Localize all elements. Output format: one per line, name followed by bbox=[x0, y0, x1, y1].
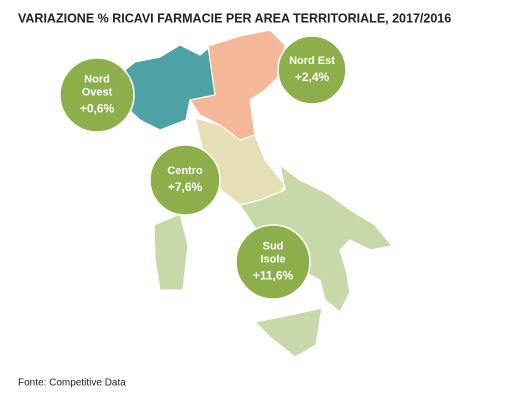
region-bubble bbox=[277, 35, 347, 105]
sicily bbox=[253, 307, 323, 358]
region-name: Centro bbox=[167, 165, 203, 177]
region-name: Nord Est bbox=[289, 55, 335, 67]
title: VARIAZIONE % RICAVI FARMACIE PER AREA TE… bbox=[18, 11, 451, 25]
region-value: +11,6% bbox=[253, 269, 294, 283]
region-name: Isole bbox=[260, 253, 285, 265]
region-value: +7,6% bbox=[168, 180, 203, 194]
region-name: Ovest bbox=[82, 86, 113, 98]
sardinia bbox=[153, 213, 189, 291]
region-bubble bbox=[59, 57, 135, 133]
region-value: +2,4% bbox=[295, 70, 330, 84]
region-name: Nord bbox=[84, 73, 110, 85]
region-bubble bbox=[149, 144, 221, 216]
region-value: +0,6% bbox=[80, 102, 115, 116]
source: Fonte: Competitive Data bbox=[18, 378, 126, 389]
nord-est-area bbox=[189, 29, 286, 141]
region-bubble bbox=[235, 224, 311, 300]
region-name: Sud bbox=[263, 240, 284, 252]
sud-area bbox=[239, 163, 394, 313]
